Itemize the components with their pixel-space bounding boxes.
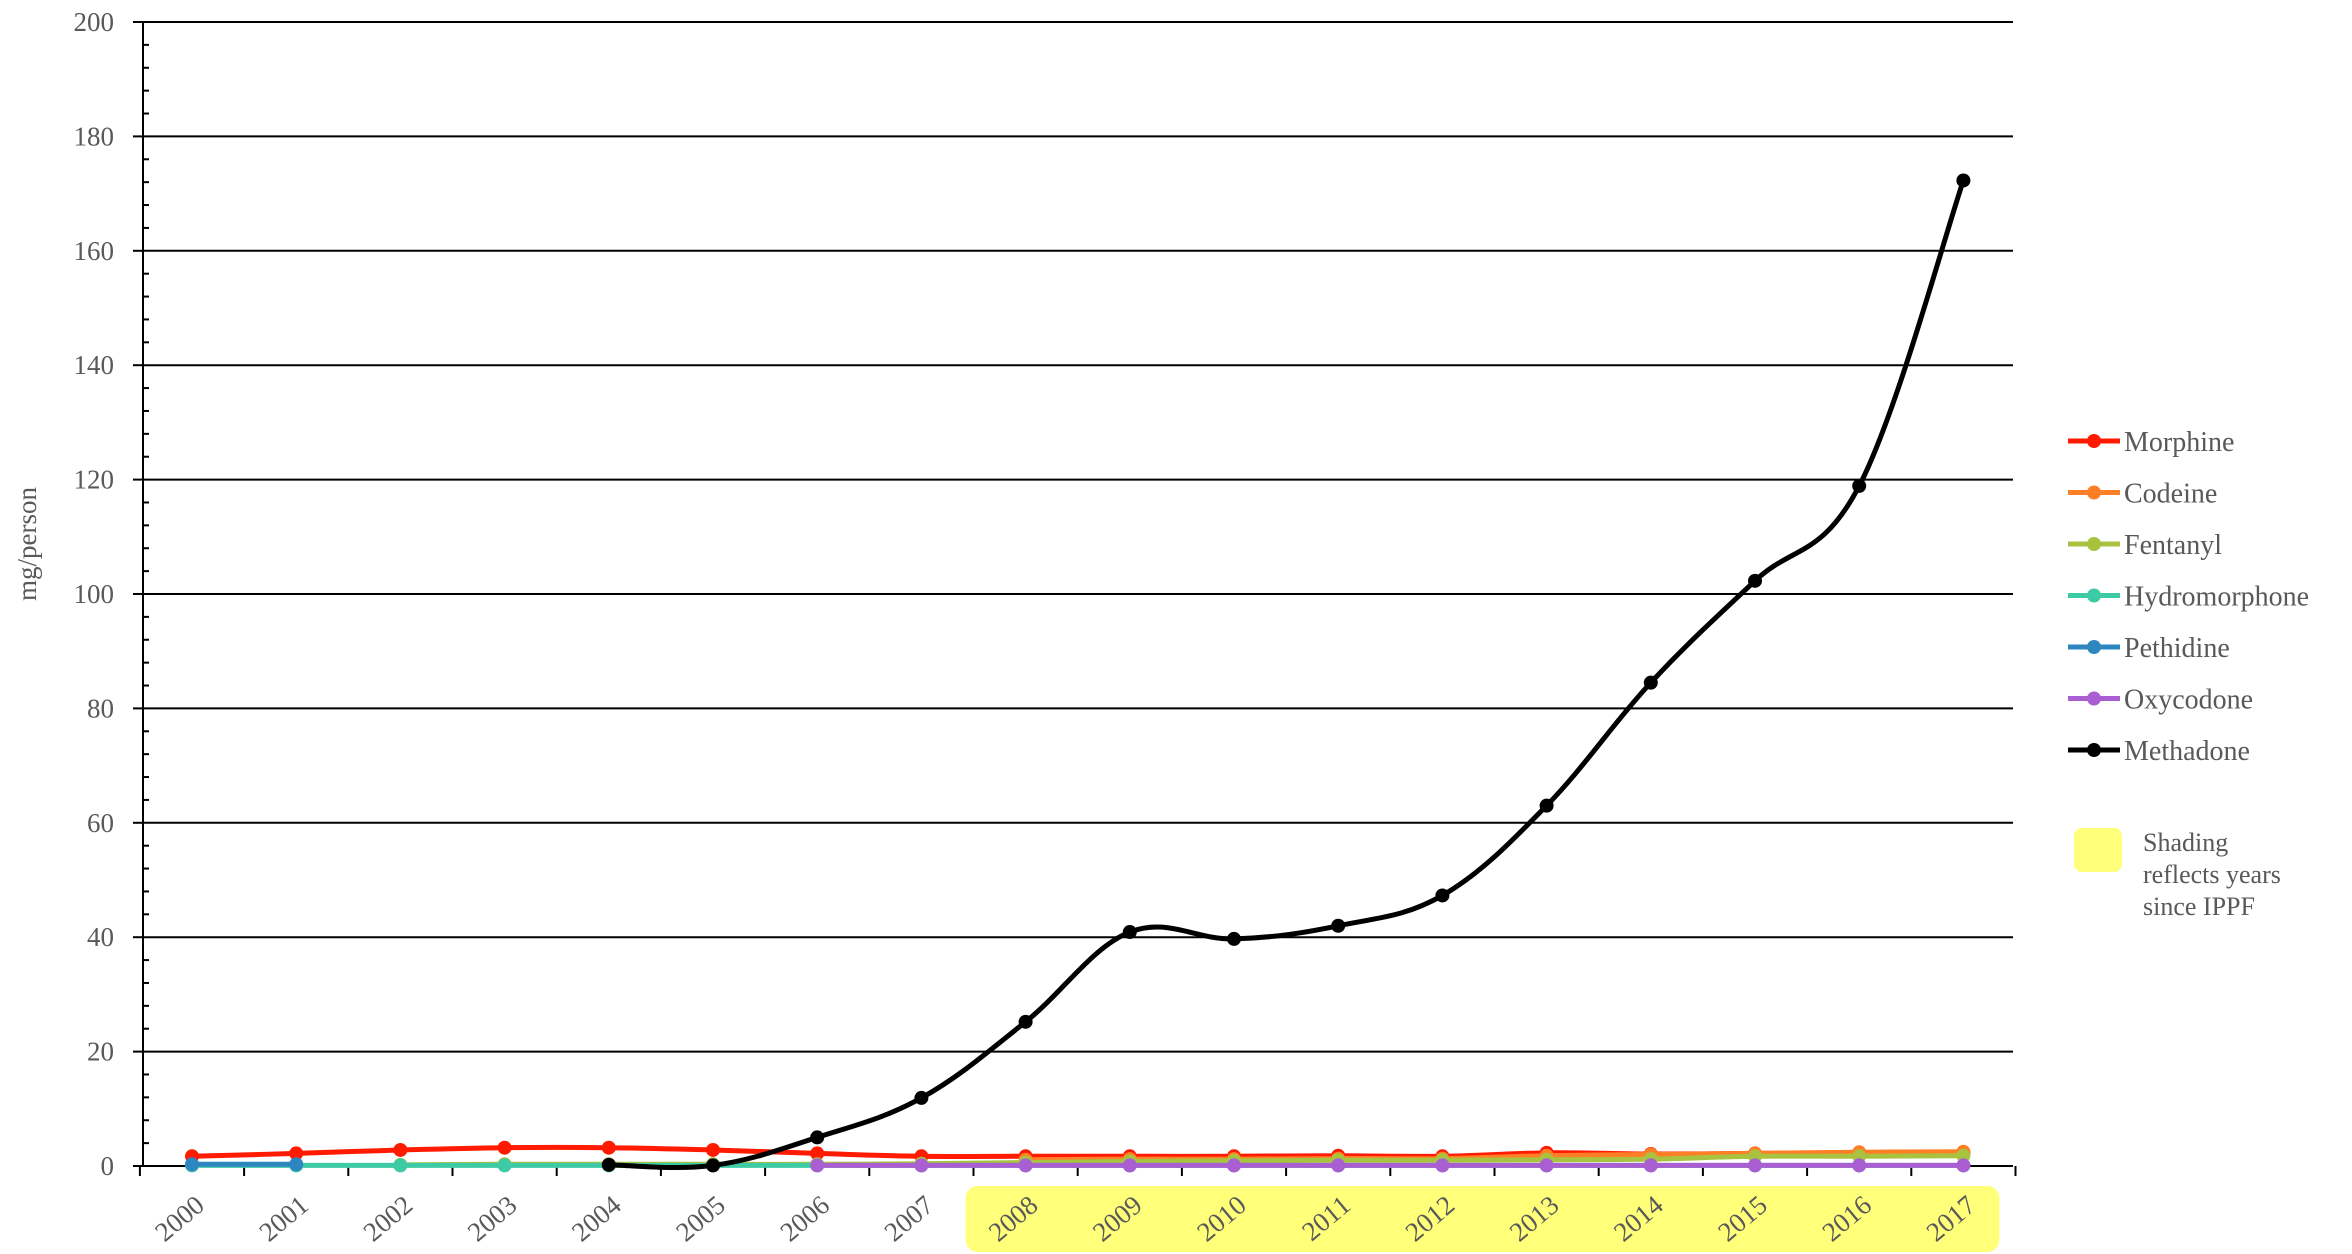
gridlines — [143, 21, 2013, 1053]
data-point — [601, 1157, 616, 1172]
data-point — [601, 1140, 616, 1155]
data-point — [1956, 1158, 1971, 1173]
y-tick-labels: 0 20 40 60 80 100 120 140 160 180 200 — [74, 7, 115, 1181]
data-point — [289, 1157, 304, 1172]
legend-swatch-marker — [2087, 691, 2101, 706]
data-point — [1227, 931, 1241, 946]
shading-swatch — [2074, 828, 2122, 872]
legend-swatch-marker — [2087, 485, 2101, 500]
series-line — [606, 177, 1966, 1170]
series-oxycodone — [810, 1158, 1971, 1173]
legend-swatch-marker — [2087, 743, 2101, 757]
data-point — [1643, 1158, 1658, 1173]
legend-item-hydromorphone: Hydromorphone — [2068, 582, 2309, 613]
y-tick-label: 140 — [74, 350, 115, 380]
data-point — [393, 1158, 408, 1173]
x-tick-label: 2007 — [879, 1190, 940, 1248]
legend-item-codeine: Codeine — [2068, 479, 2217, 510]
data-point — [1539, 1158, 1554, 1173]
data-point — [914, 1090, 929, 1105]
series-pethidine — [185, 1157, 304, 1172]
legend-swatch-marker — [2087, 588, 2101, 603]
legend-label: Methadone — [2124, 736, 2250, 767]
data-point — [1852, 1158, 1867, 1173]
shading-band — [965, 1186, 2000, 1252]
data-point — [1018, 1014, 1033, 1029]
series-lines — [185, 173, 1971, 1173]
data-point — [914, 1158, 929, 1173]
data-point — [1435, 888, 1450, 903]
legend-item-morphine: Morphine — [2068, 427, 2234, 458]
data-point — [1643, 675, 1658, 690]
x-tick-label: 2000 — [149, 1190, 210, 1248]
legend-item-pethidine: Pethidine — [2068, 633, 2230, 664]
legend-item-oxycodone: Oxycodone — [2068, 685, 2253, 716]
legend-label: Morphine — [2124, 427, 2234, 458]
data-point — [1852, 478, 1867, 493]
data-point — [810, 1146, 825, 1161]
legend-label: Hydromorphone — [2124, 582, 2309, 613]
legend-item-methadone: Methadone — [2068, 736, 2250, 767]
x-tick-label: 2002 — [358, 1190, 419, 1248]
y-tick-label: 100 — [74, 579, 115, 609]
data-point — [810, 1158, 825, 1173]
legend-swatch-marker — [2087, 640, 2101, 654]
x-tick-label: 2006 — [774, 1190, 835, 1248]
data-point — [1956, 173, 1971, 188]
data-point — [1435, 1158, 1450, 1173]
y-tick-label: 160 — [74, 236, 115, 266]
shading-legend: Shading reflects years since IPPF — [2074, 828, 2281, 921]
data-point — [1331, 1158, 1346, 1173]
shading-note-line-2: reflects years — [2143, 860, 2281, 889]
data-point — [497, 1158, 512, 1173]
y-tick-label: 0 — [101, 1151, 115, 1181]
x-tick-label: 2004 — [566, 1189, 627, 1247]
data-point — [1122, 1158, 1137, 1173]
x-tick-label: 2005 — [670, 1190, 731, 1248]
legend-item-fentanyl: Fentanyl — [2068, 530, 2222, 561]
y-tick-label: 120 — [74, 465, 115, 495]
data-point — [1956, 1148, 1971, 1163]
legend-label: Fentanyl — [2124, 530, 2222, 561]
y-axis-title: mg/person — [12, 487, 42, 601]
series-methadone — [601, 173, 1971, 1173]
data-point — [497, 1140, 512, 1155]
data-point — [1227, 1158, 1241, 1173]
x-tick-label: 2001 — [253, 1190, 314, 1248]
data-point — [1331, 918, 1346, 933]
y-tick-label: 180 — [74, 121, 115, 151]
x-tick-label: 2003 — [462, 1190, 523, 1248]
y-tick-label: 60 — [87, 808, 114, 838]
data-point — [706, 1142, 720, 1157]
data-point — [1748, 1158, 1762, 1173]
legend-label: Pethidine — [2124, 633, 2230, 664]
data-point — [1748, 573, 1762, 588]
legend-swatch-marker — [2087, 537, 2101, 551]
data-point — [1018, 1158, 1033, 1173]
legend: Morphine Codeine Fentanyl Hydromorphone Peth… — [2068, 427, 2309, 767]
legend-swatch-marker — [2087, 434, 2101, 448]
y-tick-label: 80 — [87, 693, 114, 723]
data-point — [1539, 798, 1554, 813]
legend-label: Oxycodone — [2124, 685, 2253, 716]
data-point — [1122, 925, 1137, 940]
shading-note-line-1: Shading — [2143, 828, 2228, 857]
legend-label: Codeine — [2124, 479, 2217, 510]
data-point — [185, 1157, 199, 1172]
y-tick-label: 20 — [87, 1037, 114, 1067]
shading-note-line-3: since IPPF — [2143, 892, 2255, 921]
y-tick-label: 200 — [74, 7, 115, 37]
data-point — [289, 1146, 304, 1161]
data-point — [706, 1158, 720, 1173]
data-point — [393, 1142, 408, 1157]
data-point — [810, 1130, 825, 1145]
y-tick-label: 40 — [87, 922, 114, 952]
